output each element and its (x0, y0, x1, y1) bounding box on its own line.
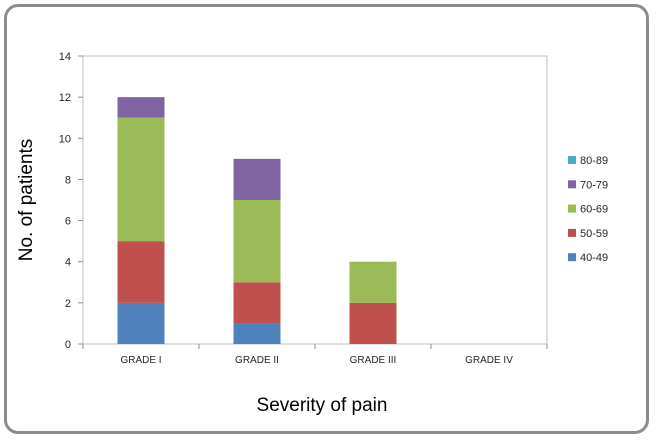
y-tick-label: 6 (65, 216, 71, 228)
legend-swatch (568, 228, 576, 237)
legend-swatch (568, 253, 576, 262)
bar-segment-70-79 (233, 158, 281, 200)
legend-label: 50-59 (580, 228, 608, 240)
x-axis: GRADE I GRADE II GRADE III GRADE IV (82, 344, 548, 366)
legend-label: 70-79 (580, 179, 608, 191)
bars-group (117, 97, 397, 344)
legend-swatch (568, 180, 576, 189)
legend-label: 60-69 (580, 204, 608, 216)
y-tick-label: 4 (65, 257, 71, 269)
bar-segment-50-59 (117, 241, 165, 303)
y-tick-label: 10 (59, 133, 71, 145)
y-tick-label: 0 (65, 339, 71, 351)
bar-segment-50-59 (349, 302, 397, 344)
bar-segment-60-69 (349, 261, 397, 303)
legend-swatch (568, 156, 576, 164)
legend-label: 80-89 (580, 155, 608, 167)
y-tick-label: 8 (65, 174, 71, 186)
bar-segment-40-49 (233, 323, 281, 344)
legend-swatch (568, 204, 576, 213)
bar-segment-60-69 (117, 117, 165, 242)
x-axis-title: Severity of pain (257, 395, 388, 416)
bar-segment-40-49 (117, 302, 165, 344)
y-tick-label: 2 (65, 298, 71, 310)
bar-segment-70-79 (117, 97, 165, 118)
x-tick-label: GRADE I (120, 355, 161, 366)
x-tick-label: GRADE II (235, 355, 279, 366)
bar-segment-60-69 (233, 200, 281, 283)
y-tick-label: 12 (59, 92, 71, 104)
x-tick-label: GRADE IV (465, 355, 513, 366)
legend: 80-89 70-79 60-69 50-59 40-49 (568, 155, 608, 264)
bar-segment-50-59 (233, 282, 281, 324)
legend-label: 40-49 (580, 252, 608, 264)
y-axis-title: No. of patients (16, 139, 37, 262)
x-tick-label: GRADE III (350, 355, 397, 366)
y-tick-label: 14 (59, 51, 71, 63)
y-axis: 0 2 4 6 8 10 12 14 (59, 51, 83, 351)
